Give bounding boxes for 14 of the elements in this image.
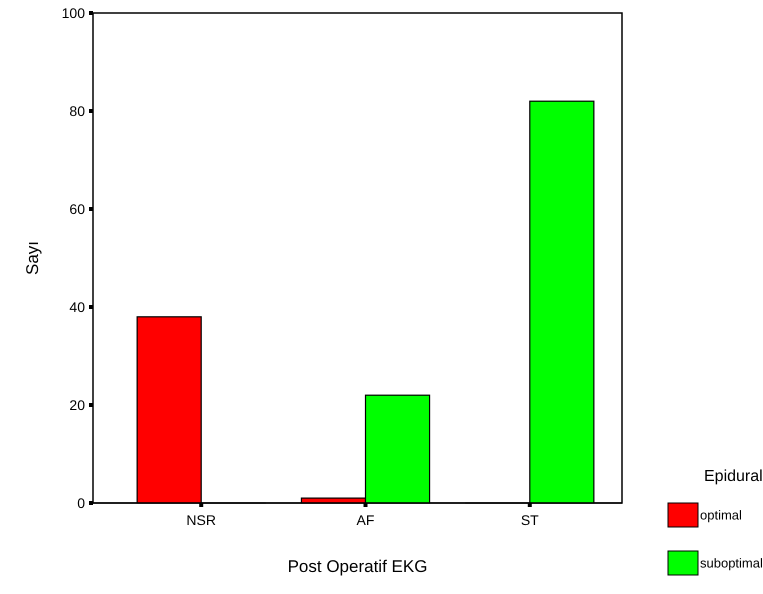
legend-title: Epidural xyxy=(704,468,763,485)
y-tick-label: 80 xyxy=(69,102,86,119)
legend-label: optimal xyxy=(700,508,742,523)
y-tick-label: 0 xyxy=(77,494,86,511)
y-axis-title: Sayı xyxy=(23,240,42,276)
x-tick-label: AF xyxy=(356,512,374,528)
y-tick-label: 60 xyxy=(69,200,86,217)
x-tick-label: NSR xyxy=(186,512,216,528)
y-tick-label: 40 xyxy=(69,298,86,315)
x-axis-title: Post Operatif EKG xyxy=(288,557,428,576)
legend-label: suboptimal xyxy=(700,556,763,571)
y-tick-label: 20 xyxy=(69,396,86,413)
y-tick-label: 100 xyxy=(62,4,86,21)
x-tick-label: ST xyxy=(520,512,540,528)
